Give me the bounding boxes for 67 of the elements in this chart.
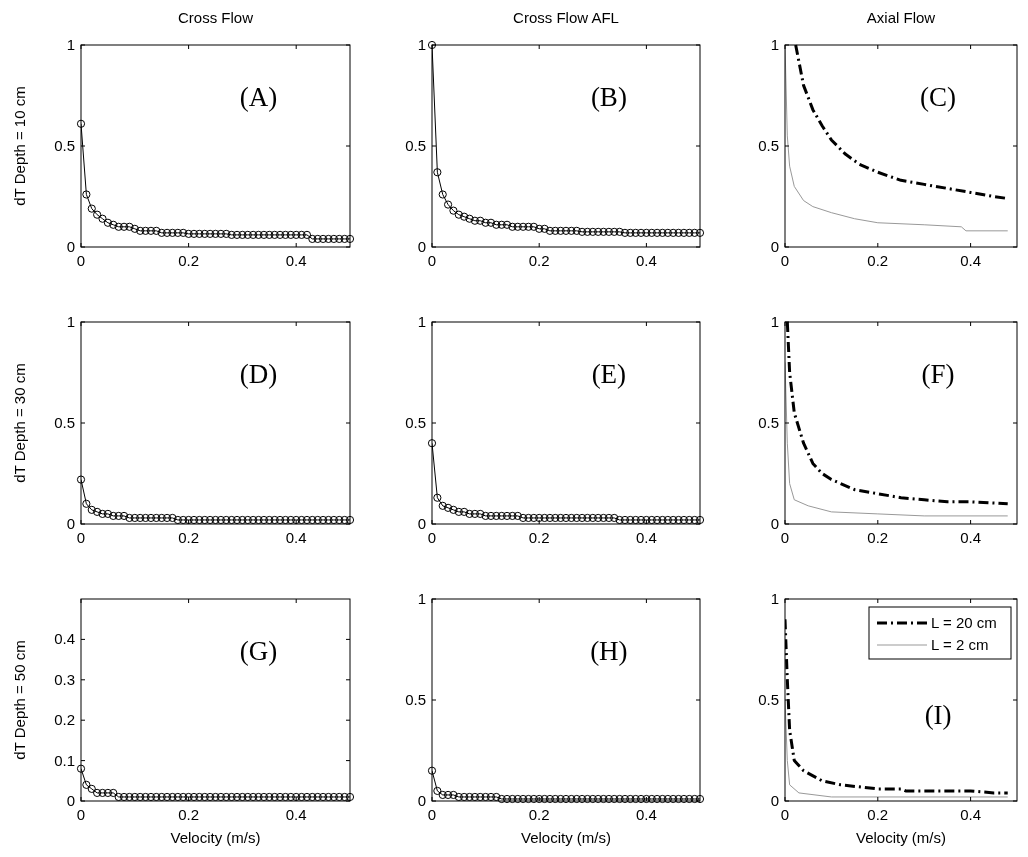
y-tick-label: 0 [770, 792, 779, 809]
chart-title: Axial Flow [866, 9, 936, 26]
x-tick-label: 0.2 [528, 806, 550, 823]
y-tick-label: 1 [770, 36, 779, 53]
x-tick-label: 0.4 [285, 529, 307, 546]
y-tick-label: 0.5 [758, 414, 779, 431]
x-tick-label: 0.4 [635, 252, 657, 269]
y-tick-label: 1 [66, 36, 75, 53]
y-tick-label: 1 [417, 36, 426, 53]
x-axis-title: Velocity (m/s) [855, 829, 947, 846]
y-tick-label: 1 [770, 313, 779, 330]
x-tick-label: 0.4 [960, 806, 982, 823]
y-tick-label: 0 [417, 792, 426, 809]
x-tick-label: 0.4 [635, 529, 657, 546]
y-tick-label: 1 [66, 313, 75, 330]
legend-label: L = 20 cm [931, 614, 997, 631]
annotation: (G) [239, 635, 278, 666]
x-axis-title: Velocity (m/s) [170, 829, 261, 846]
chart-title: Cross Flow AFL [513, 9, 619, 26]
legend-label: L = 2 cm [931, 636, 989, 653]
y-tick-label: 0 [66, 238, 75, 255]
x-axis-title: Velocity (m/s) [520, 829, 612, 846]
y-tick-label: 0.5 [405, 691, 426, 708]
y-tick-label: 0 [770, 515, 779, 532]
annotation: (E) [591, 358, 627, 389]
annotation: (C) [920, 81, 957, 112]
x-tick-label: 0.4 [635, 806, 657, 823]
y-tick-label: 0.5 [54, 137, 75, 154]
annotation: (A) [239, 81, 278, 112]
y-tick-label: 0.4 [54, 630, 75, 648]
y-tick-label: 0.5 [758, 137, 779, 154]
x-tick-label: 0.2 [867, 252, 889, 269]
x-tick-label: 0.2 [178, 252, 200, 269]
annotation: (F) [921, 358, 955, 389]
y-tick-label: 0.5 [405, 137, 426, 154]
y-tick-label: 1 [417, 590, 426, 607]
x-tick-label: 0.4 [960, 252, 982, 269]
y-tick-label: 1 [770, 590, 779, 607]
x-tick-label: 0.2 [867, 529, 889, 546]
y-tick-label: 0 [417, 515, 426, 532]
annotation: (B) [590, 81, 627, 112]
x-tick-label: 0.2 [178, 529, 200, 546]
y-tick-label: 0 [66, 515, 75, 532]
y-tick-label: 0.2 [54, 711, 75, 729]
y-tick-label: 1 [417, 313, 426, 330]
x-tick-label: 0.4 [285, 806, 307, 823]
annotation: (D) [239, 358, 278, 389]
y-tick-label: 0.5 [758, 691, 779, 708]
y-tick-label: 0.1 [54, 751, 75, 769]
x-tick-label: 0.2 [178, 806, 200, 823]
y-tick-label: 0 [417, 238, 426, 255]
y-tick-label: 0.3 [54, 670, 75, 688]
y-tick-label: 0 [66, 792, 75, 809]
y-axis-title: dT Depth = 10 cm [11, 86, 28, 206]
annotation: (I) [924, 700, 952, 731]
y-tick-label: 0.5 [54, 414, 75, 431]
y-tick-label: 0.5 [405, 414, 426, 431]
y-tick-label: 0 [770, 238, 779, 255]
x-tick-label: 0.4 [285, 252, 307, 269]
chart-title: Cross Flow [177, 9, 254, 26]
x-tick-label: 0.2 [528, 529, 550, 546]
y-axis-title: dT Depth = 30 cm [11, 363, 28, 483]
x-tick-label: 0.4 [960, 529, 982, 546]
x-tick-label: 0.2 [867, 806, 889, 823]
y-axis-title: dT Depth = 50 cm [11, 640, 28, 760]
annotation: (H) [590, 635, 628, 666]
x-tick-label: 0.2 [528, 252, 550, 269]
